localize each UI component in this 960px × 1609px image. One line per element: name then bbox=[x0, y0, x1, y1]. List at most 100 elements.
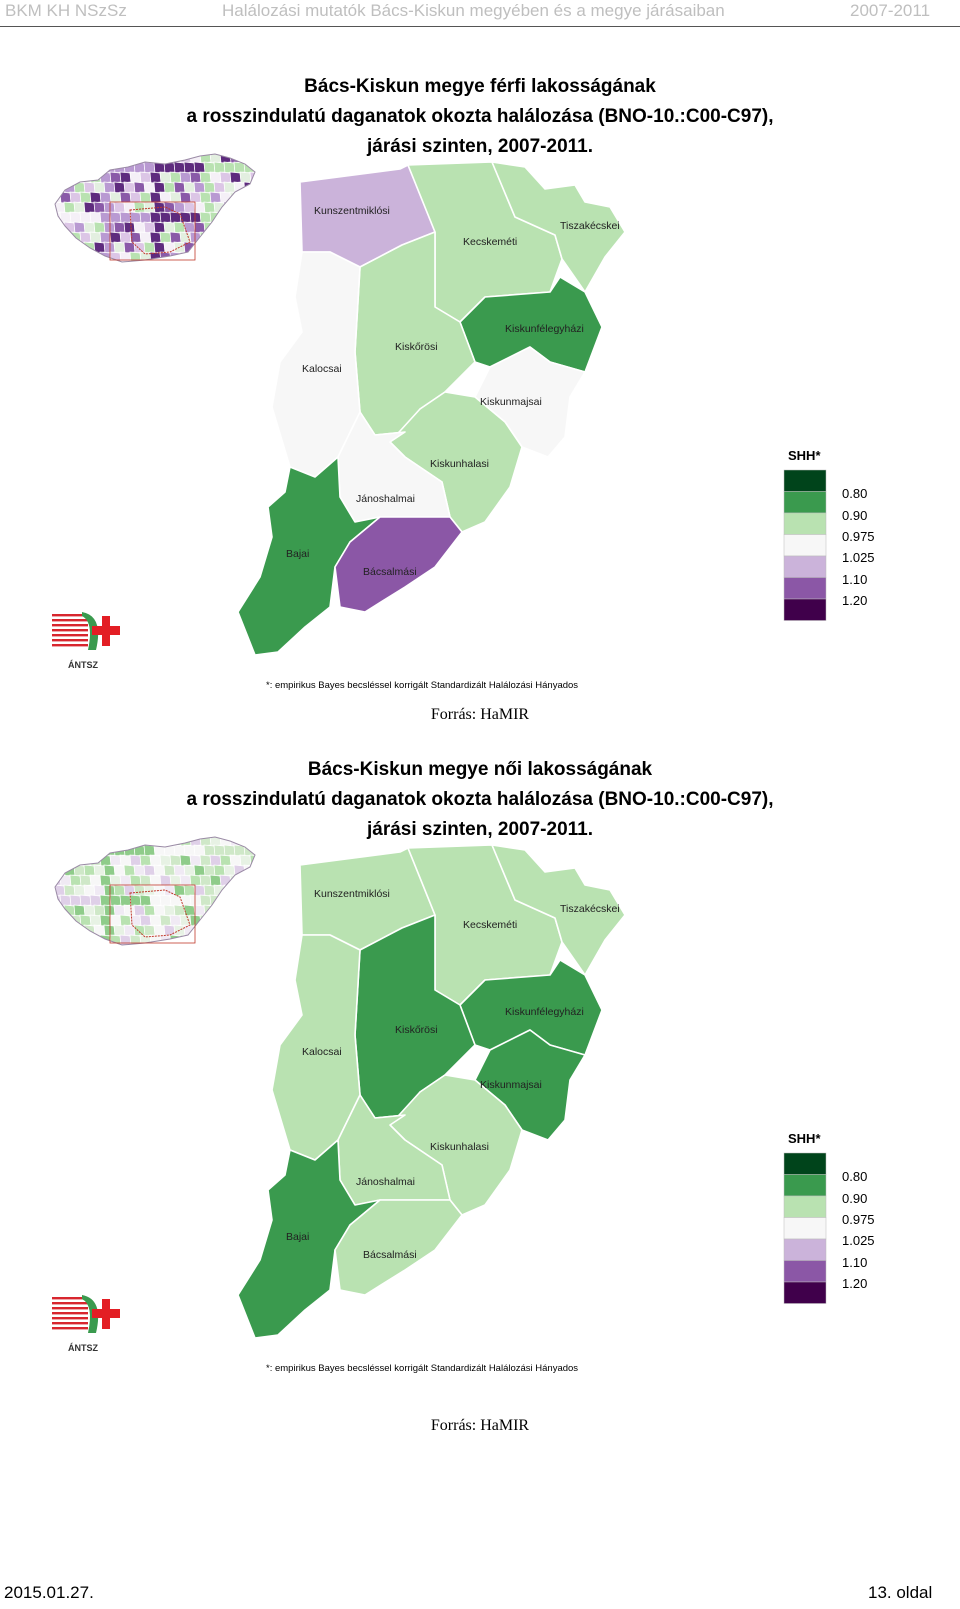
inset-subregion bbox=[69, 211, 82, 224]
legend-swatch bbox=[783, 1217, 827, 1240]
legend-swatch bbox=[783, 534, 827, 557]
inset-subregion bbox=[69, 837, 82, 847]
inset-subregion bbox=[169, 231, 182, 244]
county-map: Kunszentmiklósi Kecskeméti Tiszakécskei Kis… bbox=[237, 844, 626, 1339]
inset-subregion bbox=[149, 211, 162, 224]
inset-subregion bbox=[73, 884, 86, 897]
inset-subregion bbox=[193, 904, 206, 917]
inset-subregion bbox=[55, 231, 62, 244]
inset-subregion bbox=[153, 241, 166, 254]
district-label: Kiskunhalasi bbox=[430, 1141, 489, 1153]
inset-subregion bbox=[69, 934, 82, 945]
district-label: Kiskunmajsai bbox=[480, 396, 542, 408]
district-label: Kunszentmiklósi bbox=[314, 205, 390, 217]
inset-subregion bbox=[143, 161, 156, 174]
inset-subregion bbox=[209, 914, 222, 927]
inset-subregion bbox=[209, 874, 222, 887]
inset-subregion bbox=[163, 241, 176, 254]
inset-subregion bbox=[213, 844, 226, 857]
inset-subregion bbox=[139, 837, 152, 847]
inset-locator-box bbox=[109, 201, 196, 261]
inset-subregion bbox=[109, 854, 122, 867]
inset-subregion bbox=[93, 181, 106, 194]
inset-subregion bbox=[113, 884, 126, 897]
inset-subregion bbox=[99, 211, 112, 224]
inset-subregion bbox=[123, 221, 136, 234]
inset-subregion bbox=[55, 181, 66, 194]
inset-subregion bbox=[103, 201, 116, 214]
map-title-line: járási szinten, 2007-2011. bbox=[366, 819, 594, 840]
inset-subregion bbox=[143, 884, 156, 897]
inset-subregion bbox=[63, 844, 76, 857]
inset-subregion bbox=[153, 864, 166, 877]
inset-subregion bbox=[79, 874, 92, 887]
inset-subregion bbox=[153, 181, 166, 194]
inset-subregion bbox=[163, 884, 176, 897]
antsz-logo-icon bbox=[52, 1295, 120, 1333]
header-left: BKM KH NSzSz bbox=[5, 1, 127, 20]
inset-subregion bbox=[159, 191, 172, 204]
inset-subregion bbox=[119, 191, 132, 204]
inset-subregion bbox=[183, 924, 196, 937]
inset-subregion bbox=[199, 894, 212, 907]
inset-subregion bbox=[203, 181, 216, 194]
inset-subregion bbox=[103, 944, 116, 945]
inset-subregion bbox=[133, 221, 146, 234]
inset-subregion bbox=[179, 914, 192, 927]
inset-subregion bbox=[209, 251, 222, 262]
inset-subregion bbox=[129, 874, 142, 887]
inset-subregion bbox=[55, 934, 62, 945]
inset-subregion bbox=[129, 211, 142, 224]
inset-subregion bbox=[203, 924, 216, 937]
inset-subregion bbox=[73, 221, 86, 234]
inset-subregion bbox=[149, 837, 162, 847]
inset-subregion bbox=[193, 924, 206, 937]
inset-subregion bbox=[63, 241, 76, 254]
inset-subregion bbox=[59, 837, 72, 847]
inset-subregion bbox=[109, 211, 122, 224]
inset-subregion bbox=[169, 211, 182, 224]
hungary-inset-map bbox=[54, 836, 256, 946]
inset-subregion bbox=[189, 874, 202, 887]
inset-subregion bbox=[213, 904, 226, 917]
inset-subregion bbox=[73, 161, 86, 174]
inset-subregion bbox=[119, 914, 132, 927]
inset-subregion bbox=[119, 211, 132, 224]
inset-subregion bbox=[103, 884, 116, 897]
inset-subregion bbox=[159, 171, 172, 184]
inset-subregion bbox=[133, 201, 146, 214]
inset-subregion bbox=[83, 944, 96, 945]
inset-subregion bbox=[99, 894, 112, 907]
inset-subregion bbox=[193, 221, 206, 234]
inset-subregion bbox=[89, 874, 102, 887]
inset-subregion bbox=[93, 884, 106, 897]
inset-subregion bbox=[133, 864, 146, 877]
inset-subregion bbox=[93, 944, 106, 945]
inset-subregion bbox=[119, 837, 132, 847]
source-text: Forrás: HaMIR bbox=[430, 706, 530, 723]
inset-subregion bbox=[163, 181, 176, 194]
inset-subregion bbox=[69, 854, 82, 867]
district-region bbox=[491, 844, 626, 976]
inset-subregion bbox=[169, 171, 182, 184]
inset-subregion bbox=[89, 854, 102, 867]
inset-subregion bbox=[55, 914, 62, 927]
inset-subregion bbox=[203, 844, 216, 857]
inset-subregion bbox=[169, 191, 182, 204]
inset-subregion bbox=[123, 904, 136, 917]
inset-subregion bbox=[193, 261, 206, 262]
inset-subregion bbox=[103, 161, 116, 174]
inset-subregion bbox=[129, 191, 142, 204]
legend-scale bbox=[783, 1152, 827, 1304]
inset-subregion bbox=[133, 884, 146, 897]
legend-swatch bbox=[783, 491, 827, 514]
inset-subregion bbox=[93, 161, 106, 174]
inset-subregion bbox=[149, 154, 162, 164]
inset-subregion bbox=[69, 191, 82, 204]
inset-subregion bbox=[59, 171, 72, 184]
inset-subregion bbox=[143, 221, 156, 234]
inset-subregion bbox=[153, 944, 166, 945]
inset-subregion bbox=[99, 914, 112, 927]
inset-subregion bbox=[123, 201, 136, 214]
inset-subregion bbox=[133, 904, 146, 917]
